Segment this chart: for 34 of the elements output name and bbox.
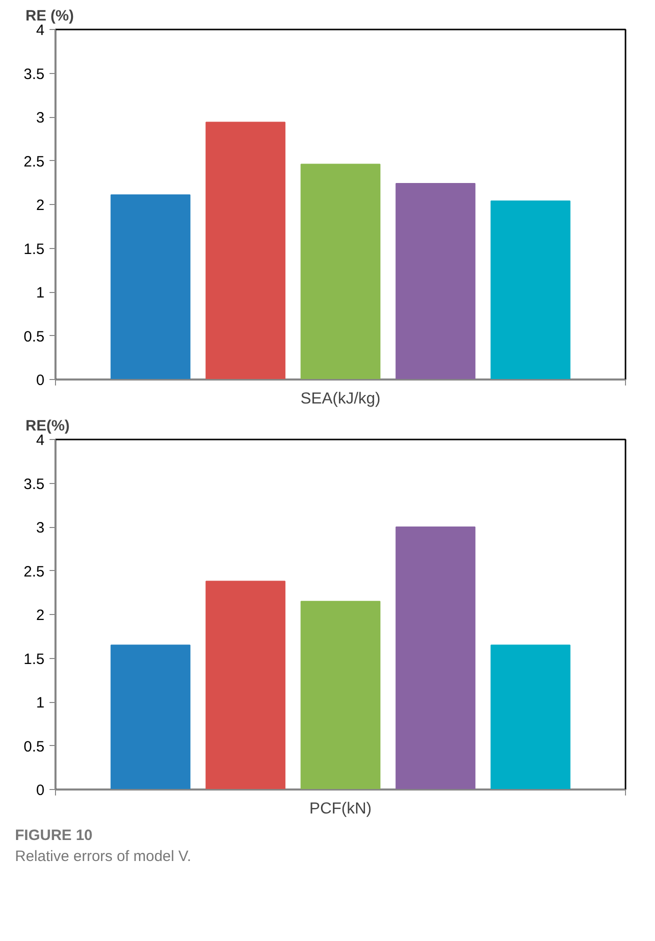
y-axis-title: RE (%)	[26, 8, 74, 24]
y-tick-label: 4	[36, 432, 44, 449]
y-tick-label: 4	[36, 22, 44, 39]
y-tick-label: 1.5	[24, 650, 45, 668]
y-tick-label: 3.5	[24, 66, 45, 83]
y-tick-label: 1.5	[24, 240, 45, 258]
y-tick-label: 2.5	[24, 153, 45, 170]
y-tick-label: 1	[36, 284, 44, 302]
x-axis-title: SEA(kJ/kg)	[300, 390, 381, 408]
y-axis-title: RE(%)	[26, 418, 70, 434]
bar	[396, 183, 476, 380]
bar	[396, 526, 476, 790]
y-tick-label: 2	[36, 607, 44, 624]
bar	[110, 644, 190, 790]
y-tick-label: 1	[36, 694, 44, 712]
y-tick-label: 3	[36, 110, 44, 126]
bar	[300, 600, 380, 790]
y-tick-label: 0	[36, 372, 44, 389]
y-tick-label: 3	[36, 520, 44, 536]
y-tick-label: 0	[36, 782, 44, 799]
y-tick-label: 2.5	[24, 563, 45, 580]
bar	[300, 164, 380, 380]
y-tick-label: 3.5	[24, 476, 45, 493]
bar	[490, 644, 570, 790]
bar	[490, 200, 570, 380]
y-tick-label: 2	[36, 197, 44, 214]
caption: FIGURE 10	[15, 826, 94, 846]
x-axis-title: PCF(kN)	[309, 800, 372, 818]
text: Relative errors of model V.	[15, 847, 192, 868]
bar	[110, 194, 190, 380]
y-tick-label: 0.5	[24, 328, 45, 346]
bar	[206, 122, 286, 380]
bar	[206, 580, 286, 790]
y-tick-label: 0.5	[24, 738, 45, 756]
